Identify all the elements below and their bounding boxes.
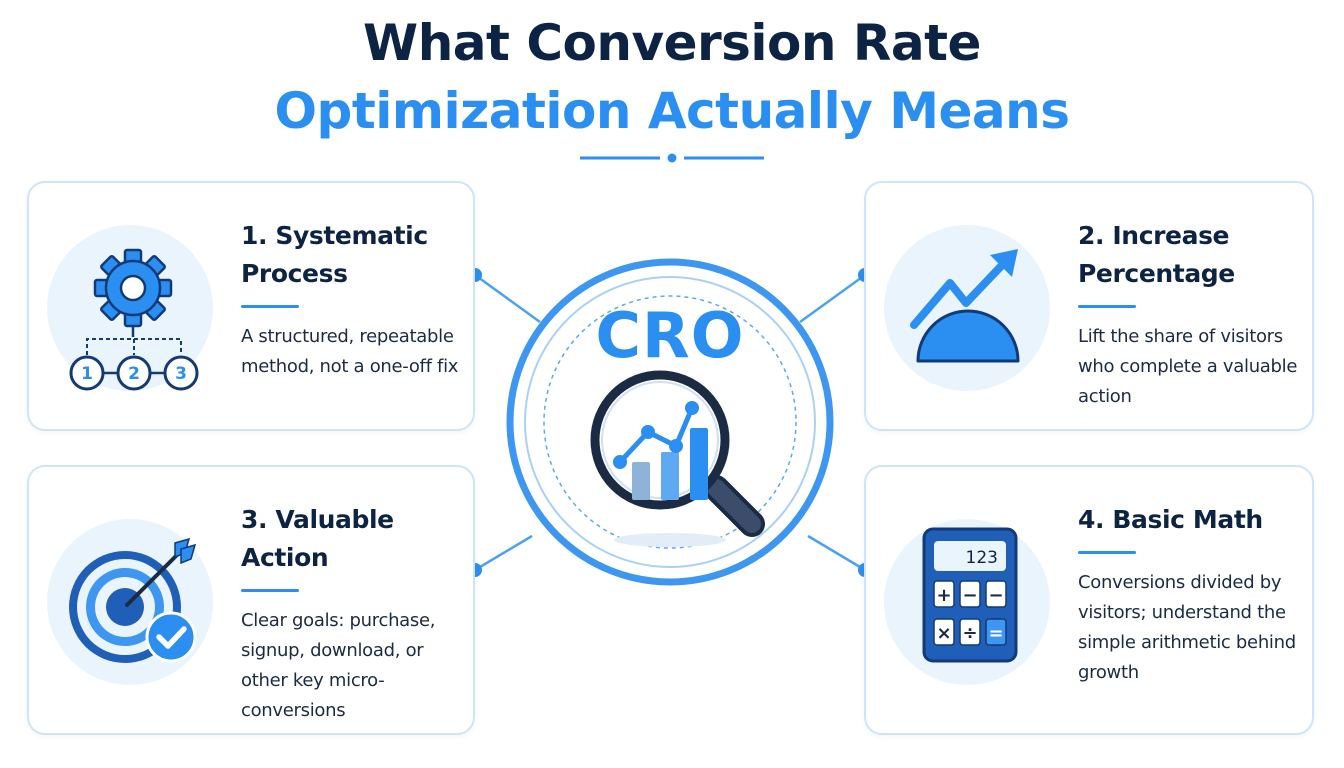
card-basic-math: 123 + − − × ÷ = 4. Basic Math Conversion…	[864, 465, 1314, 735]
card-title: 3. Valuable Action	[241, 505, 394, 572]
calculator-display: 123	[966, 548, 998, 568]
title-divider	[580, 153, 764, 163]
card-title: 1. Systematic Process	[241, 221, 428, 288]
calculator-key: +	[936, 585, 951, 606]
calculator-key: −	[962, 585, 977, 606]
card-title: 2. Increase Percentage	[1078, 221, 1235, 288]
card-valuable-action: 3. Valuable Action Clear goals: purchase…	[27, 465, 475, 735]
calculator-key: ÷	[962, 623, 977, 644]
target-arrow-check-icon	[47, 519, 213, 685]
cro-label: CRO	[595, 299, 745, 372]
card-title-underline	[1078, 551, 1136, 554]
card-description: Clear goals: purchase, signup, download,…	[241, 610, 436, 721]
calculator-key: ×	[936, 623, 951, 644]
card-title-underline	[241, 589, 299, 592]
card-title-underline	[1078, 305, 1136, 308]
title-line-2: Optimization Actually Means	[274, 82, 1070, 140]
step-number: 1	[81, 364, 93, 384]
gear-process-steps-icon: 1 2 3	[47, 225, 213, 391]
calculator-key: −	[988, 585, 1003, 606]
card-description: Conversions divided by visitors; underst…	[1078, 572, 1296, 683]
card-title-underline	[241, 305, 299, 308]
calculator-icon: 123 + − − × ÷ =	[884, 519, 1050, 685]
card-description: A structured, repeatable method, not a o…	[241, 326, 459, 377]
card-description: Lift the share of visitors who complete …	[1078, 326, 1298, 407]
step-number: 3	[175, 364, 187, 384]
step-number: 2	[128, 364, 140, 384]
card-increase-percentage: 2. Increase Percentage Lift the share of…	[864, 181, 1314, 431]
cro-hub	[470, 258, 870, 586]
calculator-key: =	[988, 623, 1003, 644]
rising-trend-gauge-icon	[884, 225, 1050, 391]
title-line-1: What Conversion Rate	[363, 14, 981, 72]
card-systematic-process: 1 2 3 1. Systematic Process A structured…	[27, 181, 475, 431]
card-title: 4. Basic Math	[1078, 505, 1263, 534]
connector-lines	[474, 273, 866, 572]
